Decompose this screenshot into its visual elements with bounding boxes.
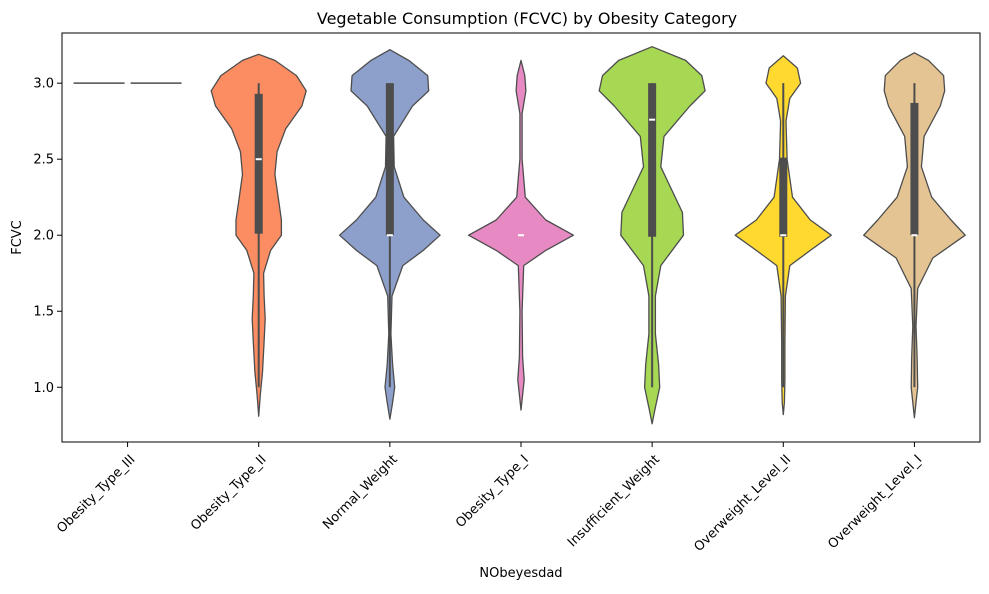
iqr-box — [385, 83, 394, 236]
iqr-box — [779, 157, 788, 237]
x-tick-label: Obesity_Type_II — [188, 452, 269, 533]
x-axis-label: NObeyesdad — [479, 566, 562, 581]
iqr-box — [254, 93, 263, 234]
y-axis: 1.0 1.5 2.0 2.5 3.0 — [33, 77, 62, 396]
violin-Obesity_Type_I — [467, 59, 575, 411]
x-tick-label: Obesity_Type_I — [453, 452, 532, 531]
x-tick-label: Obesity_Type_III — [54, 452, 138, 536]
x-tick-label: Overweight_Level_I — [825, 452, 925, 552]
x-tick-label: Overweight_Level_II — [692, 452, 795, 555]
y-tick-label: 1.0 — [33, 381, 54, 396]
y-tick-label: 1.5 — [33, 305, 54, 320]
x-axis: Obesity_Type_III Obesity_Type_II Normal_We… — [54, 442, 925, 555]
violin-Overweight_Level_I — [863, 52, 966, 419]
iqr-box — [910, 102, 919, 236]
y-tick-label: 3.0 — [33, 77, 54, 92]
x-tick-label: Insufficient_Weight — [565, 452, 663, 550]
y-axis-label: FCVC — [10, 220, 25, 255]
y-tick-label: 2.0 — [33, 229, 54, 244]
violin-Obesity_Type_II — [210, 53, 307, 417]
violin-Overweight_Level_II — [734, 55, 832, 416]
x-tick-label: Normal_Weight — [320, 452, 400, 532]
violins-layer — [73, 46, 966, 425]
violin-Normal_Weight — [338, 49, 441, 420]
chart-title: Vegetable Consumption (FCVC) by Obesity … — [317, 9, 737, 28]
violin-Insufficient_Weight — [598, 46, 706, 425]
iqr-box — [648, 83, 657, 237]
y-tick-label: 2.5 — [33, 153, 54, 168]
